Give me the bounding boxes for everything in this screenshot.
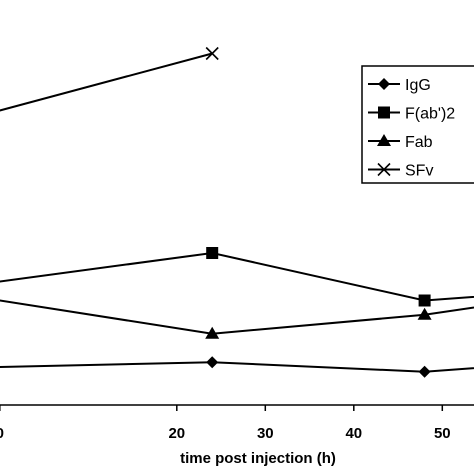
- legend-marker: [377, 134, 391, 146]
- data-point-2-2: [417, 307, 432, 320]
- x-axis-title: time post injection (h): [180, 450, 336, 467]
- legend-label: F(ab')2: [405, 106, 455, 123]
- data-point-0-2: [418, 365, 431, 378]
- x-tick-label: 40: [345, 425, 362, 442]
- series-line-0: [0, 361, 474, 373]
- x-axis-ticks: 02030405060: [0, 405, 451, 442]
- plot-area: [0, 46, 474, 378]
- data-point-3-1: [205, 46, 219, 61]
- data-point-1-2: [418, 294, 431, 307]
- legend-marker: [378, 78, 390, 90]
- legend-label: IgG: [405, 77, 431, 94]
- data-point-0-1: [206, 356, 219, 369]
- legend-marker: [377, 162, 391, 177]
- data-point-2-1: [205, 326, 220, 339]
- data-point-1-1: [206, 247, 219, 259]
- series-line-1: [0, 251, 474, 302]
- legend: IgG F(ab')2 Fab SFv: [361, 65, 474, 184]
- legend-label: SFv: [405, 163, 433, 180]
- x-tick-label: 0: [0, 425, 4, 442]
- legend-marker: [378, 106, 390, 119]
- x-tick-label: 50: [434, 425, 451, 442]
- series-line-2: [0, 299, 474, 335]
- legend-label: Fab: [405, 134, 433, 151]
- x-tick-label: 30: [257, 425, 274, 442]
- series-line-3: [0, 52, 213, 112]
- x-tick-label: 20: [168, 425, 185, 442]
